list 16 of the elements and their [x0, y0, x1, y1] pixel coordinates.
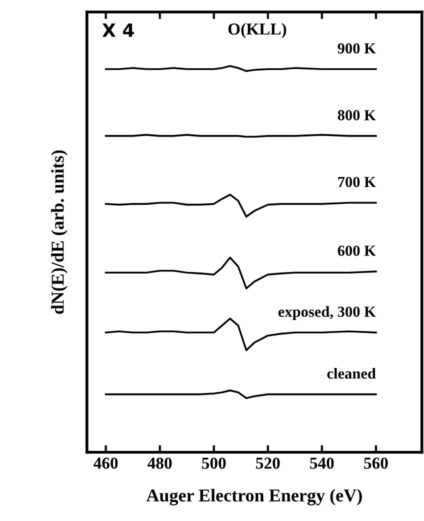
x-axis-title: Auger Electron Energy (eV)	[146, 488, 362, 506]
series-label: 900 K	[338, 43, 376, 54]
series-label: 700 K	[338, 176, 376, 188]
x-tick-label: 460	[94, 458, 118, 469]
series-label: exposed, 300 K	[278, 306, 376, 320]
x-tick-label: 500	[202, 458, 226, 469]
y-axis-title: dN(E)/dE (arb. units)	[51, 150, 68, 314]
x-tick-label: 540	[310, 458, 334, 469]
x-tick-label: 560	[364, 458, 388, 469]
text: O(KLL)	[228, 22, 286, 38]
text: X 4	[102, 24, 134, 37]
series-label: cleaned	[327, 368, 376, 379]
series-label: 600 K	[338, 246, 376, 256]
x-tick-label: 520	[256, 458, 280, 469]
x-tick-label: 480	[148, 458, 172, 469]
series-label: 800 K	[338, 110, 376, 120]
